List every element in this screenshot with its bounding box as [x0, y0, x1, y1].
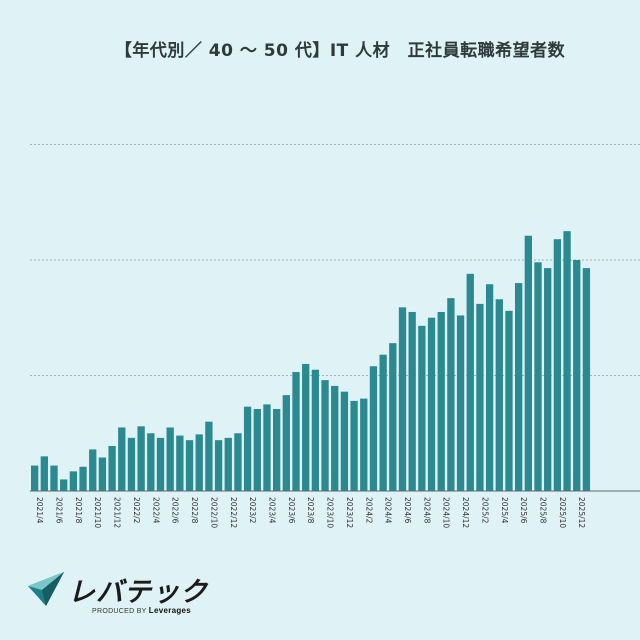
- bar-2022/4: [147, 433, 155, 491]
- bar-2023/10: [321, 380, 329, 491]
- bar-2021/4: [31, 465, 39, 491]
- bar-2021/10: [89, 449, 97, 491]
- bar-2026/1: [582, 268, 591, 491]
- bar-2021/5: [40, 456, 48, 491]
- bar-2022/5: [156, 437, 165, 491]
- levtech-logo[interactable]: レバテック PRODUCED BY Leverages: [26, 568, 226, 618]
- bar-2025/10: [553, 239, 562, 491]
- x-tick-label: 2022/12: [229, 497, 238, 528]
- x-tick-label: 2022/6: [171, 497, 180, 524]
- x-tick-label: 2025/8: [539, 497, 548, 524]
- bar-2023/12: [340, 391, 349, 491]
- x-tick-label: 2022/8: [190, 497, 199, 524]
- bar-2025/11: [563, 231, 571, 492]
- bar-2022/3: [137, 426, 145, 491]
- bar-2025/5: [505, 310, 513, 491]
- x-tick-label: 2025/12: [577, 497, 586, 528]
- bar-2023/6: [282, 395, 290, 491]
- logo-company-name: Leverages: [148, 606, 192, 615]
- bar-2025/4: [495, 299, 503, 491]
- x-tick-label: 2024/2: [364, 497, 373, 524]
- bar-2024/2: [360, 398, 368, 491]
- bar-2025/8: [534, 262, 542, 491]
- bar-2022/6: [166, 427, 174, 491]
- bar-2021/11: [98, 457, 107, 491]
- x-tick-label: 2021/4: [35, 497, 44, 524]
- x-tick-label: 2023/8: [306, 497, 315, 524]
- x-tick-label: 2025/4: [500, 497, 509, 524]
- bar-2023/2: [243, 406, 252, 491]
- bar-2025/2: [476, 303, 484, 491]
- bar-2024/8: [418, 325, 426, 491]
- bar-2022/9: [195, 434, 203, 491]
- x-tick-label: 2021/12: [113, 497, 122, 528]
- x-tick-label: 2024/4: [384, 497, 393, 524]
- bar-2021/9: [79, 466, 87, 491]
- bar-2025/6: [515, 283, 523, 491]
- x-tick-label: 2022/4: [151, 497, 160, 524]
- x-tick-label: 2023/2: [248, 497, 257, 524]
- bar-2024/7: [408, 311, 416, 492]
- bar-2023/3: [253, 409, 261, 491]
- bar-2024/1: [350, 400, 358, 491]
- x-tick-label: 2025/2: [480, 497, 489, 524]
- bar-2022/10: [205, 421, 213, 491]
- bar-2022/2: [127, 437, 136, 491]
- x-tick-label: 2024/6: [403, 497, 412, 524]
- bar-2023/5: [273, 409, 281, 491]
- bar-2024/9: [427, 317, 436, 491]
- bar-2023/7: [292, 372, 300, 491]
- bar-2022/11: [214, 440, 223, 491]
- bar-2024/5: [389, 343, 397, 491]
- bar-2025/7: [524, 235, 532, 491]
- logo-produced-by-label: PRODUCED BY: [92, 608, 147, 615]
- logo-mark-icon: [28, 572, 64, 606]
- bar-2023/4: [263, 404, 271, 492]
- bar-2025/12: [573, 260, 581, 491]
- bar-2024/11: [447, 298, 455, 491]
- x-tick-label: 2024/12: [461, 497, 470, 528]
- x-tick-label: 2022/2: [132, 497, 141, 524]
- x-tick-label: 2021/10: [93, 497, 102, 528]
- chart-title: 【年代別／ 40 ～ 50 代】IT 人材 正社員転職希望者数: [114, 41, 566, 61]
- bar-2023/8: [302, 363, 310, 491]
- bar-2024/3: [369, 366, 378, 491]
- x-tick-label: 2025/6: [519, 497, 528, 524]
- x-tick-label: 2023/10: [326, 497, 335, 528]
- bar-2022/12: [224, 437, 232, 491]
- bar-2024/6: [398, 307, 407, 492]
- bar-2022/7: [176, 435, 184, 491]
- bar-2022/8: [185, 440, 194, 491]
- x-tick-label: 2023/4: [267, 497, 276, 524]
- logo-produced-by: PRODUCED BY Leverages: [92, 606, 191, 615]
- bar-2023/9: [311, 369, 320, 492]
- bar-2022/1: [118, 427, 126, 491]
- bar-2021/8: [69, 471, 78, 492]
- x-tick-label: 2021/6: [55, 497, 64, 524]
- bar-2021/12: [108, 445, 116, 491]
- bar-2021/6: [50, 465, 58, 491]
- bar-2024/12: [456, 315, 465, 491]
- bar-2024/4: [379, 354, 387, 491]
- bar-2025/9: [544, 268, 552, 491]
- x-tick-label: 2024/8: [422, 497, 431, 524]
- x-tick-label: 2025/10: [558, 497, 567, 528]
- x-tick-label: 2024/10: [442, 497, 451, 528]
- bar-2023/1: [234, 433, 242, 491]
- bar-2024/10: [437, 311, 445, 492]
- logo-wordmark: レバテック: [68, 577, 208, 608]
- x-tick-label: 2022/10: [209, 497, 218, 528]
- x-tick-label: 2021/8: [74, 497, 83, 524]
- bar-2025/1: [466, 273, 474, 491]
- bar-2021/7: [60, 479, 68, 491]
- x-tick-label: 2023/6: [287, 497, 296, 524]
- bar-2023/11: [331, 385, 339, 491]
- bar-2025/3: [485, 284, 494, 491]
- x-tick-label: 2023/12: [345, 497, 354, 528]
